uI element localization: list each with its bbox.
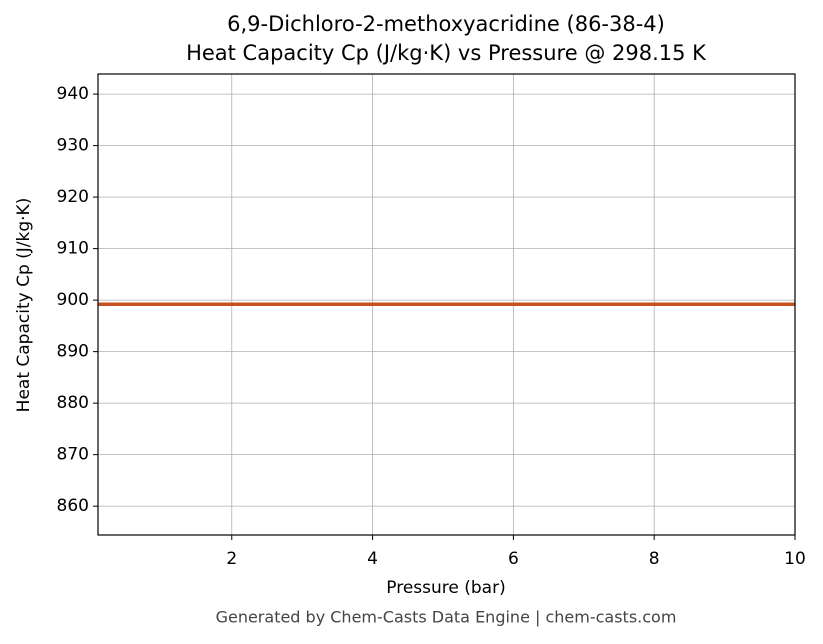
y-tick-label: 860 — [57, 496, 89, 516]
y-axis-label: Heat Capacity Cp (J/kg·K) — [14, 198, 34, 413]
x-tick-label: 2 — [226, 549, 237, 569]
plot-frame — [97, 73, 796, 536]
y-tick-label: 940 — [57, 84, 89, 104]
footer: Generated by Chem-Casts Data Engine | ch… — [216, 608, 677, 627]
x-tick-label: 6 — [508, 549, 519, 569]
y-tick-label: 900 — [57, 290, 89, 310]
x-tick-label: 8 — [649, 549, 660, 569]
chart-title: 6,9-Dichloro-2-methoxyacridine (86-38-4) — [227, 12, 665, 36]
y-tick-label: 920 — [57, 187, 89, 207]
y-tick-label: 930 — [57, 136, 89, 156]
x-tick-label: 4 — [367, 549, 378, 569]
y-tick-label: 870 — [57, 445, 89, 465]
y-tick-label: 910 — [57, 239, 89, 259]
x-axis-label: Pressure (bar) — [386, 578, 505, 598]
chart-subtitle: Heat Capacity Cp (J/kg·K) vs Pressure @ … — [186, 41, 707, 65]
y-tick-label: 880 — [57, 393, 89, 413]
y-tick-label: 890 — [57, 342, 89, 362]
x-tick-label: 10 — [784, 549, 806, 569]
